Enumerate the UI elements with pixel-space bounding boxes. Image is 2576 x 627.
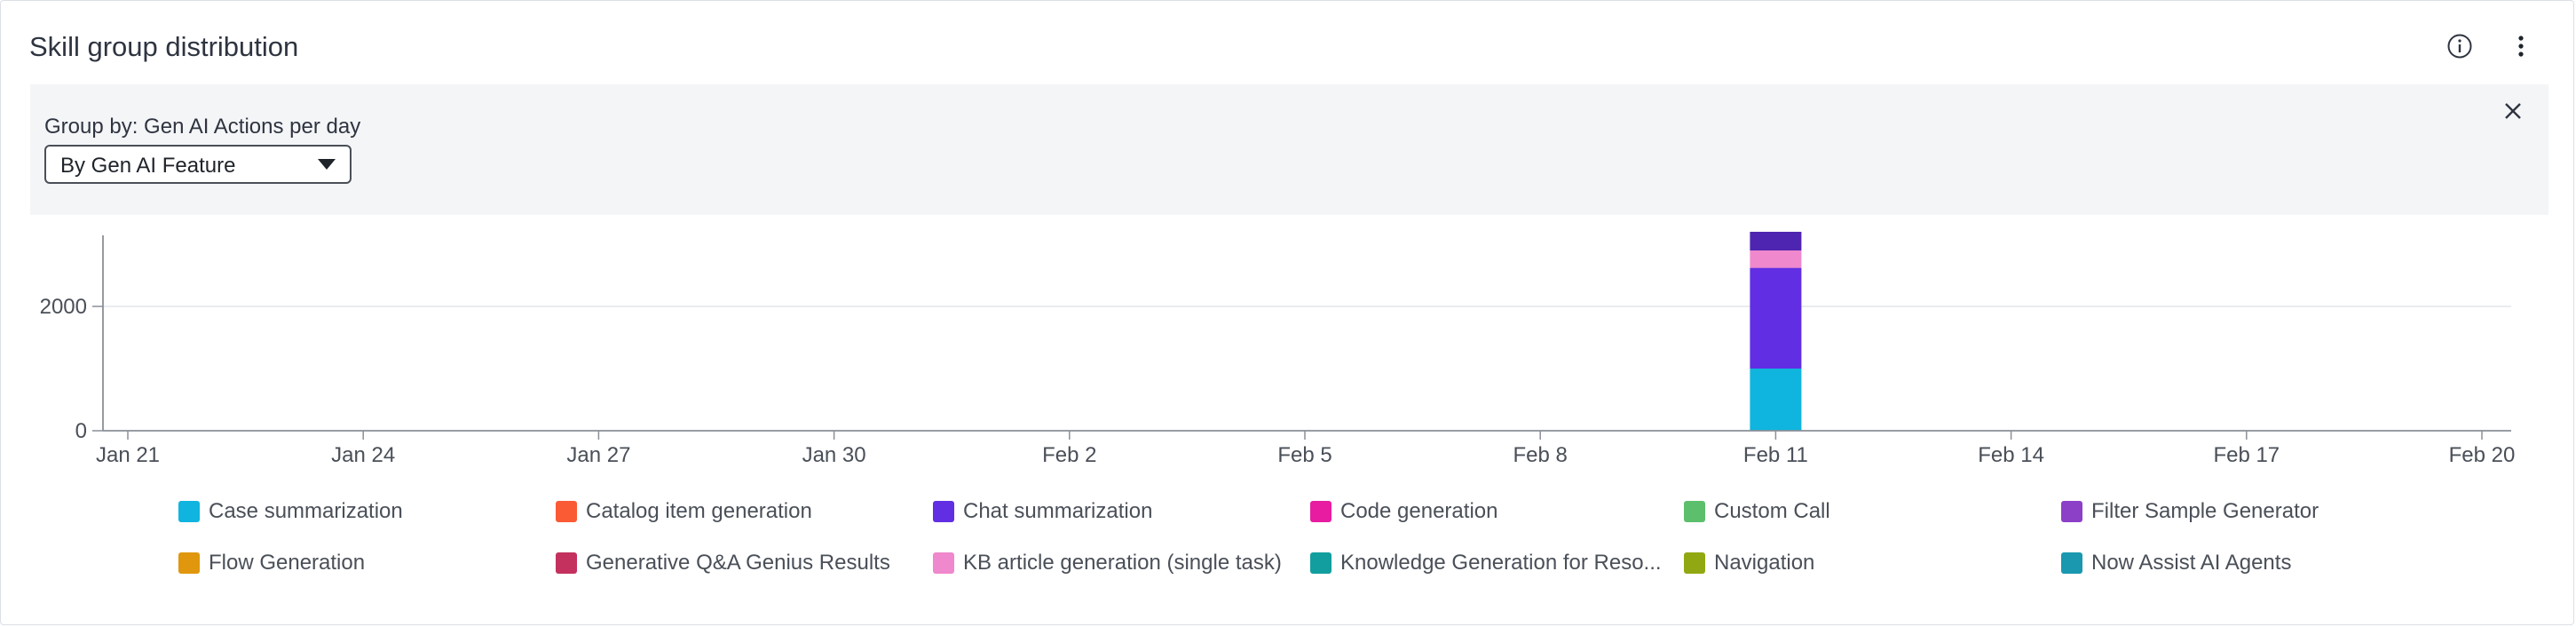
legend-label: Custom Call (1714, 499, 1830, 523)
x-tick-label: Feb 11 (1743, 443, 1808, 467)
stacked-bar-chart: 0 2000 Jan 21 Jan 24 Jan 27 Jan 30 Feb 2 Feb 5… (40, 232, 2515, 467)
legend-label: KB article generation (single task) (963, 551, 1282, 575)
legend-label: Generative Q&A Genius Results (586, 551, 890, 575)
widget-title: Skill group distribution (29, 31, 299, 62)
legend-item[interactable]: Generative Q&A Genius Results (556, 548, 890, 578)
legend-swatch (556, 552, 577, 574)
x-tick-label: Feb 8 (1513, 443, 1568, 467)
caret-down-icon (318, 159, 336, 170)
x-tick-label: Feb 20 (2449, 443, 2516, 467)
legend-swatch (178, 501, 200, 522)
legend-item[interactable]: Catalog item generation (556, 496, 812, 527)
group-by-panel: Group by: Gen AI Actions per day By Gen … (30, 84, 2548, 215)
legend-label: Now Assist AI Agents (2091, 551, 2292, 575)
legend-label: Code generation (1340, 499, 1498, 523)
legend-item[interactable]: Flow Generation (178, 548, 365, 578)
legend-item[interactable]: Custom Call (1684, 496, 1830, 527)
legend-item[interactable]: Case summarization (178, 496, 403, 527)
group-by-selected-value: By Gen AI Feature (60, 154, 236, 178)
group-by-select[interactable]: By Gen AI Feature (44, 145, 352, 184)
bar-stack (1750, 232, 1802, 431)
x-tick-label: Feb 2 (1042, 443, 1096, 467)
y-axis-ticks: 0 2000 (40, 295, 103, 443)
x-tick-label: Jan 21 (96, 443, 160, 467)
legend-item[interactable]: Filter Sample Generator (2061, 496, 2319, 527)
legend-item[interactable]: Navigation (1684, 548, 1814, 578)
legend-label: Filter Sample Generator (2091, 499, 2319, 523)
legend-label: Chat summarization (963, 499, 1153, 523)
x-tick-label: Jan 24 (331, 443, 395, 467)
legend-swatch (2061, 552, 2082, 574)
legend-swatch (1310, 552, 1331, 574)
legend-swatch (556, 501, 577, 522)
legend-swatch (2061, 501, 2082, 522)
legend-label: Flow Generation (209, 551, 366, 575)
bar-segment-top-segment[interactable] (1750, 232, 1802, 250)
legend-item[interactable]: KB article generation (single task) (933, 548, 1282, 578)
bar-segment-kb-article-generation-single-task-[interactable] (1750, 250, 1802, 268)
info-icon[interactable] (2446, 33, 2473, 60)
axes (102, 235, 2511, 432)
legend-item[interactable]: Code generation (1310, 496, 1497, 527)
x-tick-label: Feb 17 (2213, 443, 2280, 467)
y-tick-label: 2000 (40, 295, 87, 319)
more-options-icon[interactable] (2508, 33, 2534, 60)
legend-label: Knowledge Generation for Reso... (1340, 551, 1662, 575)
x-axis-ticks: Jan 21 Jan 24 Jan 27 Jan 30 Feb 2 Feb 5 Feb 8 F… (96, 431, 2515, 467)
close-icon[interactable] (2502, 100, 2524, 122)
legend-swatch (178, 552, 200, 574)
x-tick-label: Feb 5 (1277, 443, 1331, 467)
legend-swatch (933, 501, 954, 522)
x-tick-label: Feb 14 (1978, 443, 2044, 467)
group-by-label: Group by: Gen AI Actions per day (44, 115, 361, 139)
legend-label: Navigation (1714, 551, 1815, 575)
x-tick-label: Jan 30 (802, 443, 866, 467)
legend-label: Catalog item generation (586, 499, 812, 523)
legend-item[interactable]: Chat summarization (933, 496, 1152, 527)
x-tick-label: Jan 27 (566, 443, 630, 467)
legend-swatch (933, 552, 954, 574)
bar-segment-case-summarization[interactable] (1750, 369, 1802, 431)
legend-swatch (1310, 501, 1331, 522)
bar-segment-chat-summarization[interactable] (1750, 267, 1802, 369)
legend-label: Case summarization (209, 499, 403, 523)
legend-swatch (1684, 501, 1705, 522)
legend-item[interactable]: Now Assist AI Agents (2061, 548, 2291, 578)
legend-swatch (1684, 552, 1705, 574)
legend-item[interactable]: Knowledge Generation for Reso... (1310, 548, 1662, 578)
y-tick-label: 0 (75, 419, 87, 443)
